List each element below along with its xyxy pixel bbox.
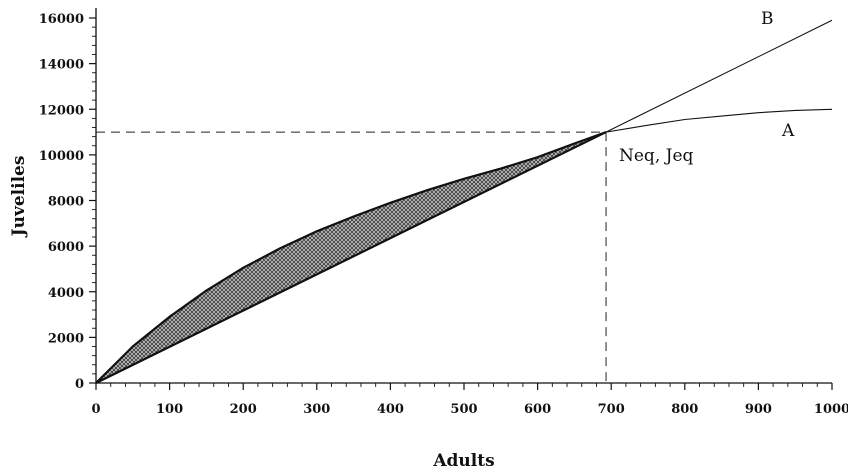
x-tick-label: 1000 xyxy=(814,402,848,417)
lens-upper-edge xyxy=(95,131,607,384)
y-tick-label: 4000 xyxy=(48,286,84,301)
x-tick-label: 200 xyxy=(230,402,257,417)
x-tick-label: 900 xyxy=(745,402,772,417)
labels: Adults Juveliles Neq, Jeq B A xyxy=(9,9,795,471)
y-tick-label: 6000 xyxy=(48,240,84,255)
x-tick-label: 0 xyxy=(91,402,100,417)
equilibrium-label: Neq, Jeq xyxy=(619,146,694,166)
y-tick-label: 16000 xyxy=(39,12,84,27)
x-tick-label: 100 xyxy=(156,402,183,417)
series-a-line xyxy=(95,108,833,384)
lens-lower-edge xyxy=(95,131,607,384)
x-tick-label: 300 xyxy=(303,402,330,417)
x-tick-label: 600 xyxy=(524,402,551,417)
x-tick-label: 800 xyxy=(671,402,698,417)
x-tick-label: 400 xyxy=(377,402,404,417)
series-lines xyxy=(95,19,833,384)
series-label-a: A xyxy=(781,121,795,141)
ticks: 0 100 200 300 400 500 600 700 800 900 100002000400… xyxy=(39,12,848,417)
y-tick-label: 14000 xyxy=(39,58,84,73)
x-tick-label: 700 xyxy=(598,402,625,417)
y-tick-label: 8000 xyxy=(48,195,84,210)
y-tick-label: 12000 xyxy=(39,103,84,118)
equilibrium-guides xyxy=(96,131,607,383)
y-tick-label: 2000 xyxy=(48,331,84,346)
x-axis-title: Adults xyxy=(432,451,494,471)
series-label-b: B xyxy=(761,9,774,29)
y-tick-label: 10000 xyxy=(39,149,84,164)
x-tick-label: 500 xyxy=(450,402,477,417)
y-tick-label: 0 xyxy=(75,377,84,392)
y-axis-title: Juveliles xyxy=(9,156,29,239)
